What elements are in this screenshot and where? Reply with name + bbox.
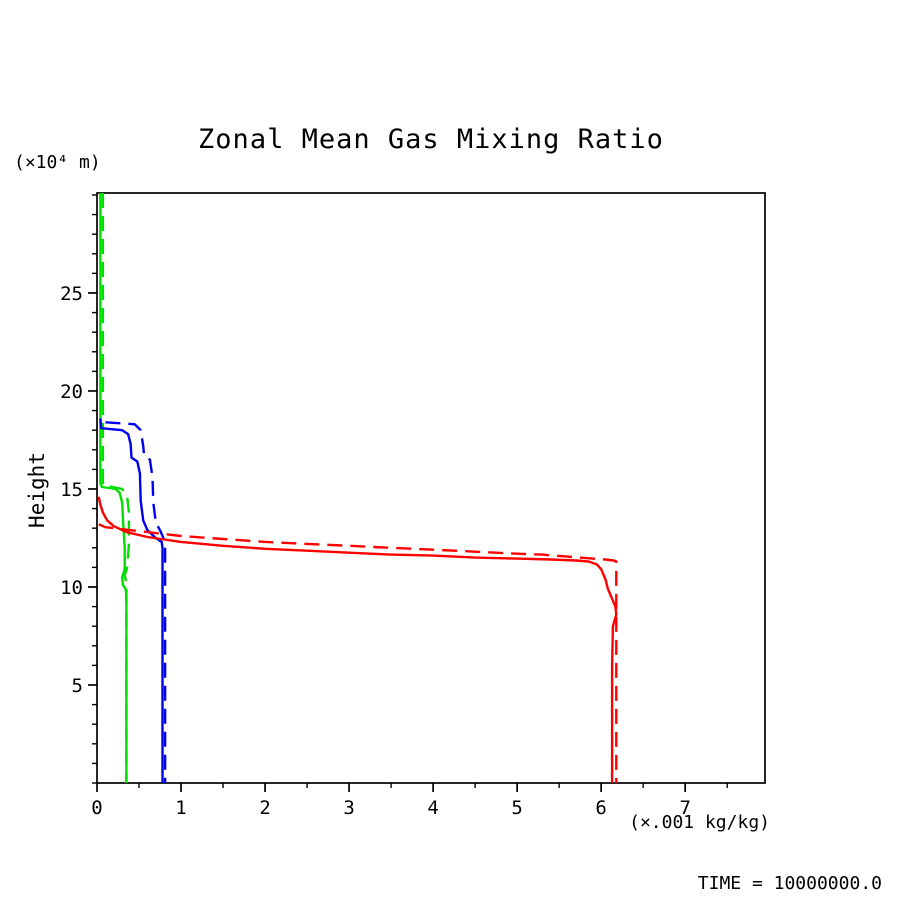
y-tick-label: 15 (60, 479, 83, 501)
x-tick-label: 4 (427, 797, 438, 819)
x-tick-label: 2 (259, 797, 270, 819)
x-tick-label: 0 (91, 797, 102, 819)
time-label: TIME = 10000000.0 (698, 873, 882, 894)
chart-title: Zonal Mean Gas Mixing Ratio (198, 124, 664, 155)
data-series (97, 193, 618, 783)
y-axis-title: Height (25, 452, 49, 528)
y-tick-label: 25 (60, 283, 83, 305)
y-tick-label: 10 (60, 577, 83, 599)
x-axis-unit-label: (×.001 kg/kg) (629, 812, 770, 833)
y-tick-label: 20 (60, 381, 83, 403)
green-dashed-line (101, 193, 131, 783)
y-axis-unit-label: (×10⁴ m) (14, 152, 101, 173)
blue-dashed-line (105, 421, 167, 783)
red-solid-line (97, 496, 618, 783)
y-tick-label: 5 (72, 675, 83, 697)
x-tick-label: 5 (511, 797, 522, 819)
x-tick-label: 7 (679, 797, 690, 819)
plot-frame (96, 192, 766, 784)
x-tick-label: 6 (595, 797, 606, 819)
red-dashed-line (98, 523, 618, 783)
x-tick-label: 1 (175, 797, 186, 819)
green-solid-line (99, 193, 128, 783)
blue-solid-line (99, 418, 164, 783)
x-tick-label: 3 (343, 797, 354, 819)
axes: 0 1 2 3 4 5 6 7 5 10 15 20 25 (60, 192, 766, 819)
